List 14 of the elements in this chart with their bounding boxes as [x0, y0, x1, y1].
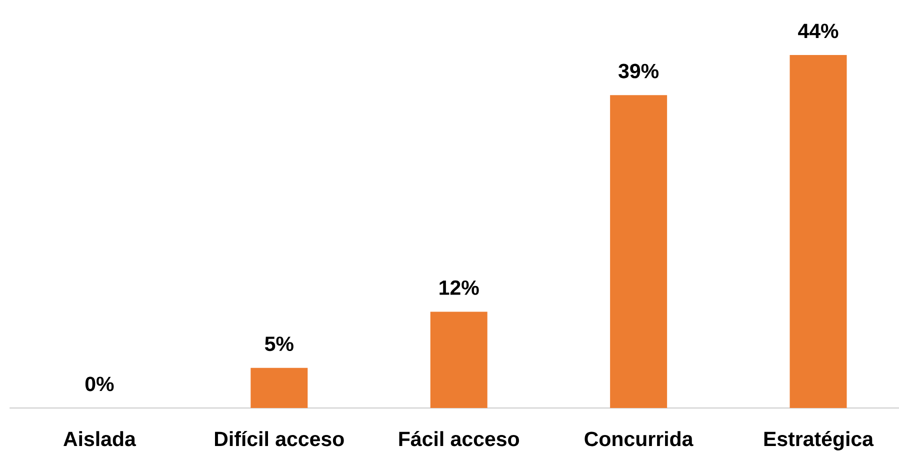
x-tick-label: Estratégica	[764, 430, 874, 450]
x-tick-label: Difícil acceso	[215, 430, 344, 446]
bar	[250, 368, 308, 408]
data-label: 39%	[618, 64, 659, 78]
data-label: 44%	[798, 24, 838, 38]
data-label: 12%	[440, 280, 479, 295]
x-tick-label: Aislada	[64, 431, 136, 446]
x-tick-label: Concurrida	[584, 431, 694, 446]
data-label: 0%	[85, 376, 114, 392]
bar	[790, 54, 847, 408]
data-label: 5%	[264, 336, 294, 352]
bar	[610, 95, 668, 408]
bar	[430, 312, 488, 408]
x-tick-label: Fácil acceso	[399, 430, 519, 446]
